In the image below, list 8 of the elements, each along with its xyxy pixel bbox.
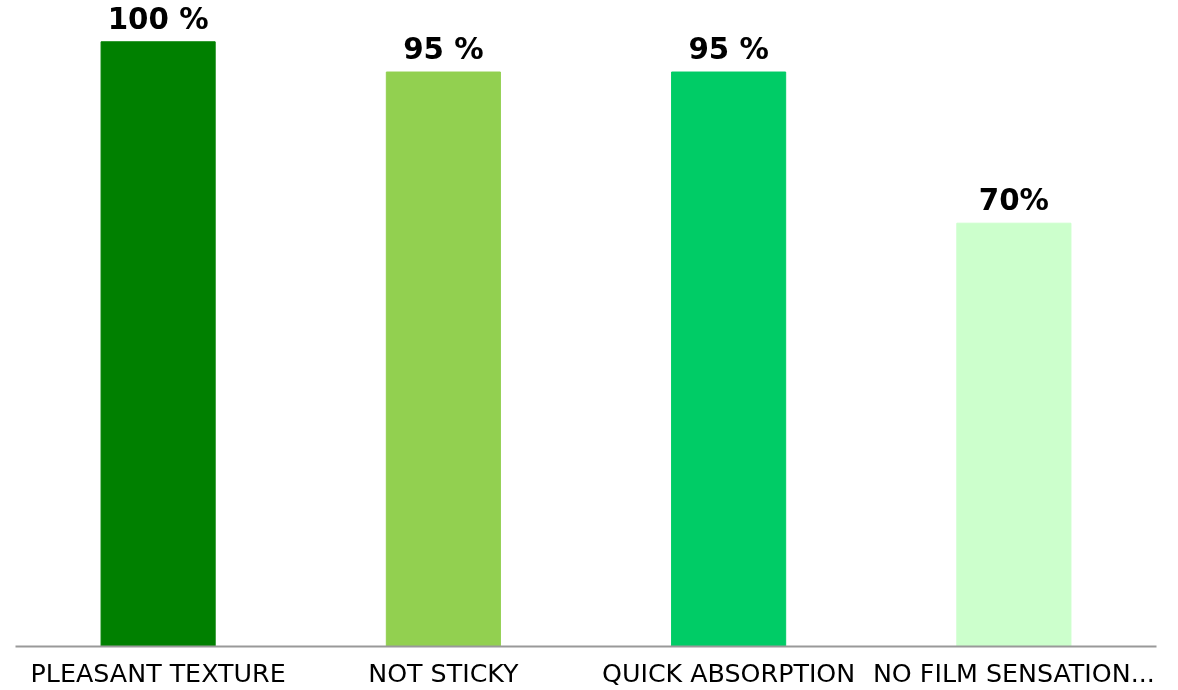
x-tick-label: NOT STICKY [368, 657, 520, 688]
x-tick-label: QUICK ABSORPTION [602, 657, 856, 688]
data-label: 100 % [107, 1, 209, 36]
data-label: 70% [978, 183, 1049, 218]
data-label: 95 % [403, 32, 484, 67]
data-label: 95 % [688, 32, 769, 67]
x-tick-label: NO FILM SENSATION... [872, 657, 1155, 688]
x-tick-label: PLEASANT TEXTURE [30, 657, 286, 688]
